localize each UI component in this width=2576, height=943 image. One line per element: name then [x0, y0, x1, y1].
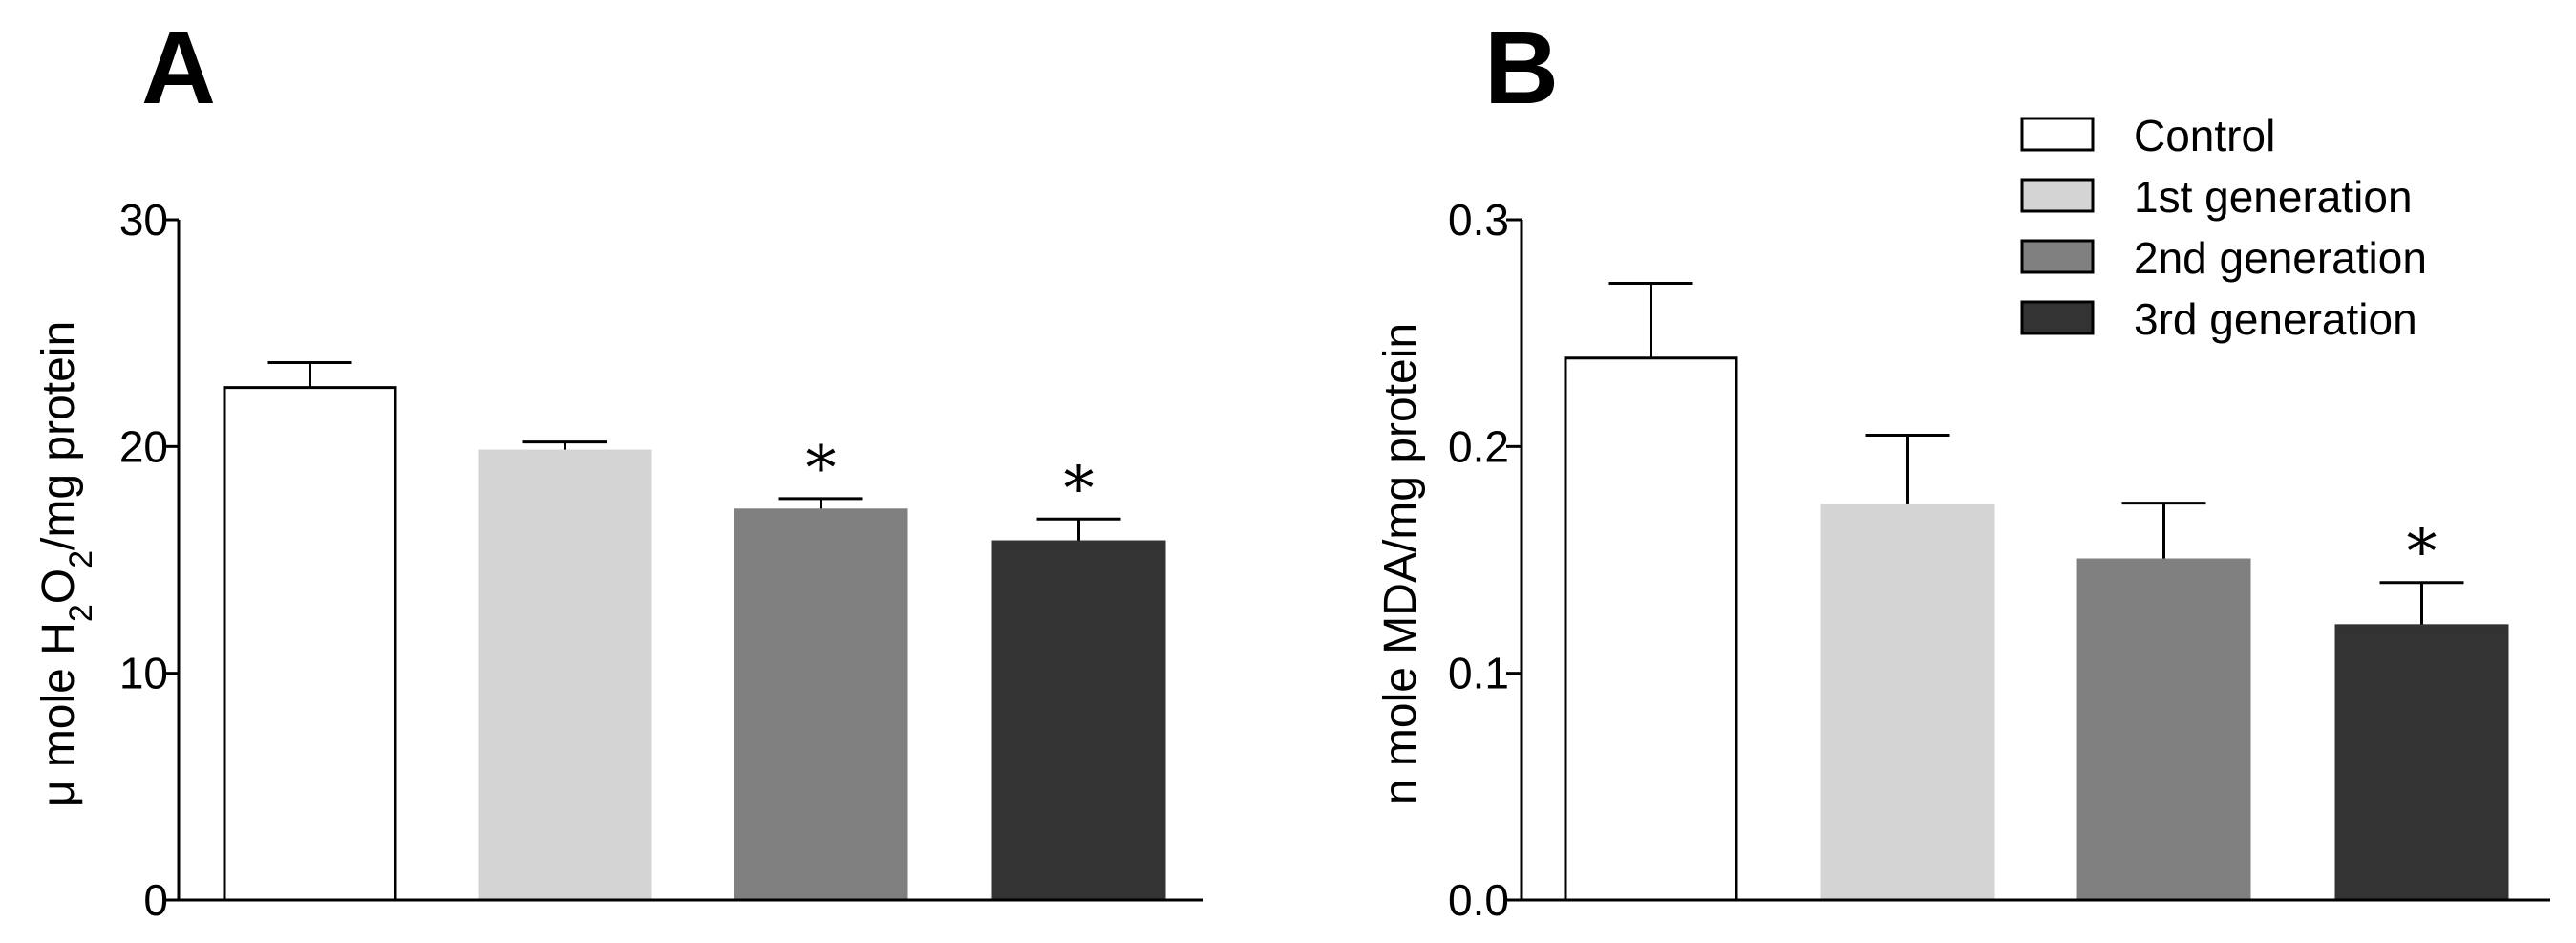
bar	[1564, 356, 1738, 902]
bar	[734, 508, 908, 902]
bar	[223, 386, 397, 902]
legend-item: 1st generation	[2020, 172, 2413, 222]
y-tick-label: 0	[143, 875, 168, 925]
panel-b-letter: B	[1484, 10, 1559, 125]
y-tick-label: 0.3	[1448, 195, 1509, 245]
ylabel-part: μ mole H	[33, 622, 84, 806]
legend-item: 2nd generation	[2020, 233, 2427, 283]
legend-label: 1st generation	[2134, 172, 2413, 222]
y-tick-label: 0.2	[1448, 421, 1509, 471]
legend-label: Control	[2134, 111, 2275, 161]
y-tick-label: 20	[119, 421, 168, 471]
panel-a-plot: * * 0 10 20 30	[119, 195, 1203, 925]
significance-marker: *	[806, 434, 837, 504]
legend-swatch-1st-generation	[2020, 178, 2095, 213]
y-tick-label: 0.1	[1448, 649, 1509, 698]
panel-b: B n mole MDA/mg protein * 0.0 0.1 0.2 0.3	[1375, 10, 2550, 925]
bar	[2076, 558, 2251, 902]
significance-marker: *	[2407, 518, 2438, 589]
y-tick-label: 30	[119, 195, 168, 245]
legend-item: 3rd generation	[2020, 294, 2417, 344]
ylabel-subscript: 2	[63, 550, 99, 568]
significance-marker: *	[1064, 454, 1095, 525]
bar	[1820, 504, 1995, 902]
ylabel-part: O	[33, 568, 84, 604]
panel-b-ylabel: n mole MDA/mg protein	[1375, 323, 1426, 804]
legend-label: 3rd generation	[2134, 294, 2417, 344]
bar	[991, 540, 1166, 902]
ylabel-part: /mg protein	[33, 321, 84, 550]
legend-swatch-3rd-generation	[2020, 300, 2095, 335]
legend: Control 1st generation 2nd generation 3r…	[2020, 111, 2427, 344]
legend-item: Control	[2020, 111, 2275, 161]
ylabel-part: n mole MDA/mg protein	[1375, 323, 1426, 804]
legend-swatch-2nd-generation	[2020, 239, 2095, 274]
ylabel-subscript: 2	[63, 604, 99, 622]
panel-a-letter: A	[141, 10, 216, 125]
legend-label: 2nd generation	[2134, 233, 2427, 283]
y-tick-label: 10	[119, 649, 168, 698]
legend-swatch-control	[2020, 117, 2095, 152]
y-tick-label: 0.0	[1448, 875, 1509, 925]
bar	[478, 449, 652, 902]
panel-b-plot: * 0.0 0.1 0.2 0.3	[1448, 195, 2550, 925]
bar	[2334, 624, 2509, 902]
panel-a-ylabel: μ mole H2O2/mg protein	[33, 321, 99, 806]
